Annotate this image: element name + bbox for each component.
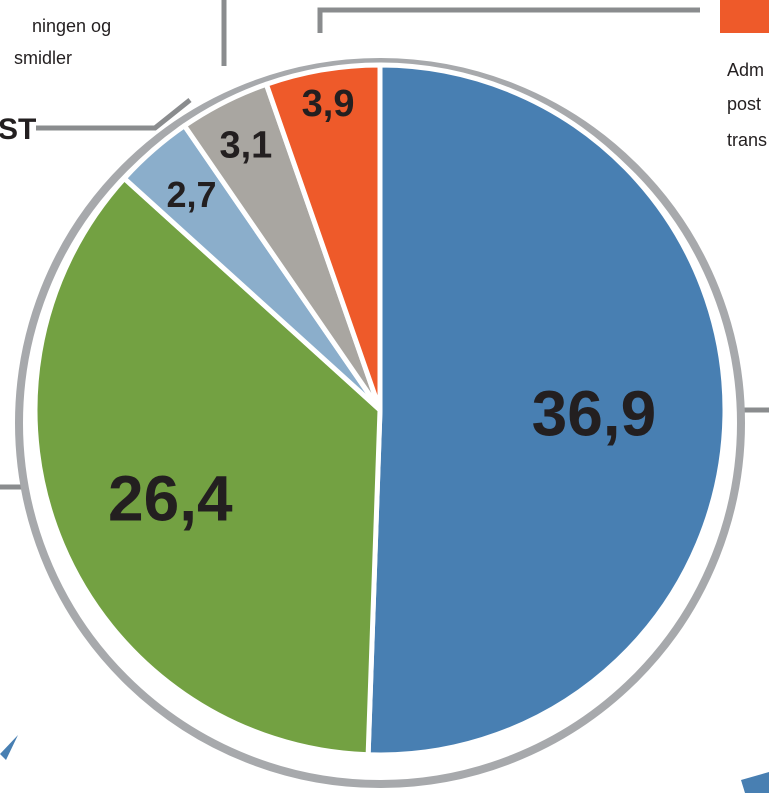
- callout-right-line1: Adm: [727, 60, 765, 80]
- callout-right-line3: trans: [727, 130, 768, 150]
- callout-left-heading: ST: [0, 113, 37, 146]
- connector-line-3: [36, 98, 192, 131]
- pie-slice-2: [32, 175, 383, 758]
- pie-slice-1: [365, 62, 728, 758]
- pie-value-label-5: 3,9: [302, 83, 355, 125]
- arrow-bottom-left-icon: [0, 735, 18, 760]
- callout-top-left-line1: ningen og: [32, 16, 112, 36]
- pie-slices: [32, 62, 728, 758]
- pie-value-label-1: 36,9: [532, 378, 657, 450]
- arrow-bottom-right-icon: [741, 772, 769, 793]
- connector-line-2: [317, 7, 700, 33]
- pie-value-labels: 36,9 26,4 2,73,1 3,9: [108, 83, 656, 535]
- pie-slice-5: [263, 62, 383, 413]
- legend-swatch-orange: [720, 0, 769, 33]
- pie-value-label-3: 2,7: [166, 174, 216, 215]
- pie-value-label-4: 3,1: [219, 124, 272, 166]
- callout-right-line2: post: [727, 94, 762, 114]
- pie-value-label-2: 26,4: [108, 463, 233, 535]
- callout-top-left-line2: smidler: [14, 48, 73, 68]
